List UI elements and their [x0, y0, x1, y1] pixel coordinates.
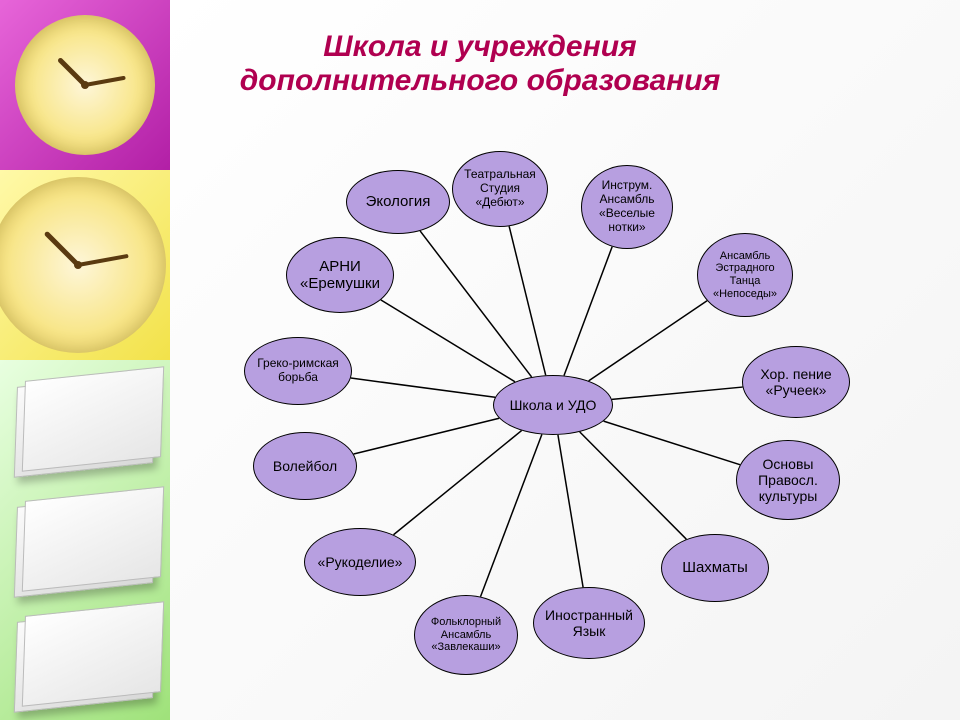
outer-node-n8: ФольклорныйАнсамбль«Завлекаши»	[414, 595, 518, 675]
node-label-line: борьба	[278, 371, 318, 385]
node-label-line: Правосл.	[758, 472, 818, 488]
outer-node-n10: Волейбол	[253, 432, 357, 500]
node-label-line: Шахматы	[682, 559, 748, 576]
node-label-line: Фольклорный	[431, 616, 501, 629]
outer-node-n4: Хор. пение«Ручеек»	[742, 346, 850, 418]
node-label-line: «Дебют»	[475, 196, 524, 210]
diagram-edge	[558, 435, 583, 587]
outer-node-n9: «Рукоделие»	[304, 528, 416, 596]
node-label-line: Экология	[366, 193, 431, 210]
node-label-line: нотки»	[608, 221, 645, 235]
center-node: Школа и УДО	[493, 375, 613, 435]
diagram-edge	[580, 432, 687, 539]
diagram-edge	[509, 226, 546, 375]
outer-node-n6: Шахматы	[661, 534, 769, 602]
outer-node-n11: Греко-римскаяборьба	[244, 337, 352, 405]
outer-node-n13: Экология	[346, 170, 450, 234]
diagram-edge	[589, 301, 707, 381]
node-label-line: Ансамбль	[720, 250, 770, 263]
diagram-edge	[393, 431, 521, 535]
node-label-line: Инструм.	[602, 179, 653, 193]
outer-node-n7: ИностранныйЯзык	[533, 587, 645, 659]
node-label-line: «Рукоделие»	[318, 554, 403, 570]
diagram-edge	[481, 434, 542, 596]
outer-node-n5: ОсновыПравосл.культуры	[736, 440, 840, 520]
outer-node-n12: АРНИ«Еремушки	[286, 237, 394, 313]
node-label-line: Студия	[480, 182, 520, 196]
node-label-line: «Еремушки	[300, 275, 380, 292]
node-label-line: Театральная	[464, 168, 536, 182]
node-label-line: «Веселые	[599, 207, 655, 221]
diagram-edge	[420, 231, 531, 377]
node-label-line: Язык	[573, 623, 606, 639]
node-label-line: «Завлекаши»	[431, 641, 500, 654]
node-label-line: АРНИ	[319, 258, 361, 275]
node-label-line: Школа и УДО	[510, 397, 597, 413]
outer-node-n1: ТеатральнаяСтудия«Дебют»	[452, 151, 548, 227]
radial-diagram: Школа и УДО ТеатральнаяСтудия«Дебют» Инстр…	[0, 0, 960, 720]
node-label-line: Волейбол	[273, 458, 337, 474]
node-label-line: «Непоседы»	[713, 288, 777, 301]
node-label-line: Иностранный	[545, 607, 633, 623]
node-label-line: «Ручеек»	[766, 382, 827, 398]
diagram-edge	[351, 378, 495, 397]
diagram-edge	[612, 387, 743, 399]
node-label-line: Хор. пение	[760, 366, 831, 382]
outer-node-n3: АнсамбльЭстрадногоТанца«Непоседы»	[697, 233, 793, 317]
diagram-edge	[604, 421, 740, 465]
node-label-line: Ансамбль	[599, 193, 654, 207]
diagram-edge	[381, 300, 515, 382]
node-label-line: Эстрадного	[715, 262, 774, 275]
node-label-line: Ансамбль	[441, 629, 491, 642]
node-label-line: Танца	[730, 275, 761, 288]
node-label-line: Основы	[763, 456, 814, 472]
outer-node-n2: Инструм.Ансамбль«Веселыенотки»	[581, 165, 673, 249]
diagram-edge	[564, 247, 612, 376]
diagram-edge	[354, 418, 499, 454]
node-label-line: культуры	[759, 488, 818, 504]
node-label-line: Греко-римская	[257, 357, 339, 371]
